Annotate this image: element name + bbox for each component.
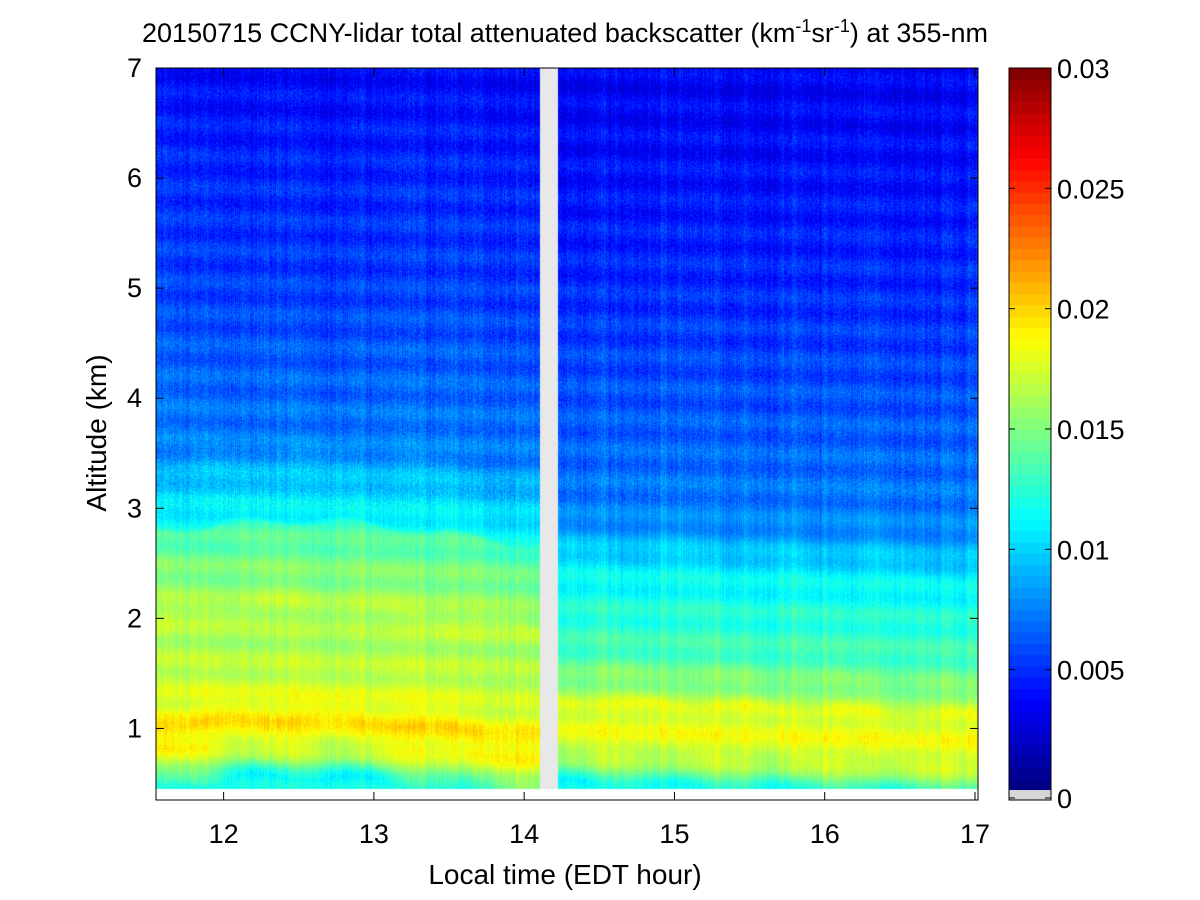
colorbar-swatch — [1009, 248, 1051, 261]
colorbar-swatch — [1009, 744, 1051, 757]
colorbar-swatch — [1009, 643, 1051, 656]
colorbar-swatch — [1009, 485, 1051, 498]
colorbar-swatch — [1009, 282, 1051, 295]
colorbar-swatch — [1009, 665, 1051, 678]
colorbar-swatch — [1009, 496, 1051, 509]
colorbar-swatch — [1009, 214, 1051, 227]
colorbar-swatch — [1009, 338, 1051, 351]
colorbar-swatch — [1009, 124, 1051, 137]
colorbar-swatch — [1009, 654, 1051, 667]
x-tick-label: 17 — [960, 819, 990, 849]
colorbar-swatch — [1009, 451, 1051, 464]
colorbar-swatch — [1009, 507, 1051, 520]
colorbar-swatch — [1009, 68, 1051, 80]
colorbar-swatch — [1009, 327, 1051, 340]
colorbar-swatch — [1009, 677, 1051, 690]
colorbar-swatch — [1009, 756, 1051, 769]
colorbar-swatch — [1009, 192, 1051, 204]
chart-title: 20150715 CCNY-lidar total attenuated bac… — [142, 16, 988, 48]
colorbar-swatch — [1009, 632, 1051, 644]
colorbar-swatch — [1009, 778, 1051, 791]
colorbar-ticks: 0 0.005 0.01 0.015 0.02 0.025 0.03 — [1009, 54, 1125, 814]
colorbar-swatch — [1009, 553, 1051, 565]
colorbar-tick-label: 0.005 — [1057, 656, 1125, 686]
colorbar-swatch — [1009, 350, 1051, 362]
colorbar-swatch — [1009, 271, 1051, 283]
y-tick-label: 2 — [127, 603, 142, 633]
colorbar-swatch — [1009, 180, 1051, 193]
colorbar-swatch — [1009, 406, 1051, 419]
colorbar-swatch — [1009, 90, 1051, 103]
colorbar-tick-label: 0.015 — [1057, 415, 1125, 445]
colorbar-tick-label: 0.03 — [1057, 54, 1110, 84]
colorbar-swatch — [1009, 440, 1051, 453]
colorbar-swatch — [1009, 688, 1051, 701]
colorbar-tick-label: 0.02 — [1057, 295, 1110, 325]
colorbar-swatch — [1009, 158, 1051, 171]
colorbar-swatch — [1009, 203, 1051, 216]
colorbar-swatch — [1009, 609, 1051, 622]
x-axis-label: Local time (EDT hour) — [428, 859, 701, 890]
colorbar-swatch — [1009, 722, 1051, 735]
y-axis-label: Altitude (km) — [81, 354, 112, 511]
x-tick-label: 12 — [209, 819, 239, 849]
colorbar-swatch — [1009, 586, 1051, 599]
colorbar-swatch — [1009, 361, 1051, 374]
colorbar-swatch — [1009, 372, 1051, 385]
colorbar: 0 0.005 0.01 0.015 0.02 0.025 0.03 — [1008, 54, 1125, 814]
y-tick-label: 7 — [127, 53, 142, 83]
colorbar-swatch — [1009, 733, 1051, 746]
y-tick-label: 5 — [127, 273, 142, 303]
colorbar-swatch — [1009, 146, 1051, 159]
colorbar-swatch — [1009, 429, 1051, 441]
colorbar-swatch — [1009, 383, 1051, 396]
colorbar-tick-label: 0 — [1057, 784, 1072, 814]
colorbar-swatch — [1009, 541, 1051, 554]
colorbar-swatch — [1009, 169, 1051, 182]
colorbar-swatch — [1009, 259, 1051, 272]
colorbar-swatch — [1009, 304, 1051, 317]
colorbar-swatch — [1009, 113, 1051, 126]
backscatter-heatmap — [156, 68, 978, 800]
colorbar-nodata-swatch — [1009, 790, 1051, 800]
x-tick-label: 15 — [659, 819, 689, 849]
colorbar-swatch — [1009, 462, 1051, 475]
y-axis: 1 2 3 4 5 6 7 — [127, 53, 978, 743]
colorbar-swatch — [1009, 711, 1051, 723]
colorbar-swatch — [1009, 101, 1051, 114]
colorbar-swatch — [1009, 575, 1051, 588]
plot-frame — [155, 67, 979, 801]
colorbar-swatch — [1009, 530, 1051, 543]
colorbar-swatch — [1009, 293, 1051, 306]
y-tick-label: 6 — [127, 163, 142, 193]
y-tick-label: 3 — [127, 493, 142, 523]
colorbar-swatch — [1009, 767, 1051, 780]
colorbar-frame — [1008, 67, 1052, 801]
colorbar-swatch — [1009, 395, 1051, 408]
x-tick-label: 13 — [359, 819, 389, 849]
y-tick-label: 1 — [127, 713, 142, 743]
colorbar-tick-label: 0.025 — [1057, 174, 1125, 204]
colorbar-swatch — [1009, 417, 1051, 430]
colorbar-swatch — [1009, 474, 1051, 487]
colorbar-swatch — [1009, 316, 1051, 329]
colorbar-swatch — [1009, 135, 1051, 148]
x-tick-label: 14 — [509, 819, 539, 849]
colorbar-tick-label: 0.01 — [1057, 535, 1110, 565]
colorbar-swatch — [1009, 620, 1051, 633]
colorbar-swatch — [1009, 79, 1051, 92]
colorbar-swatch — [1009, 598, 1051, 611]
colorbar-swatch — [1009, 564, 1051, 577]
x-axis: 12 13 14 15 16 17 — [209, 68, 990, 849]
colorbar-swatch — [1009, 237, 1051, 250]
colorbar-swatch — [1009, 699, 1051, 712]
x-tick-label: 16 — [810, 819, 840, 849]
y-tick-label: 4 — [127, 383, 142, 413]
colorbar-swatch — [1009, 225, 1051, 238]
colorbar-swatch — [1009, 519, 1051, 532]
